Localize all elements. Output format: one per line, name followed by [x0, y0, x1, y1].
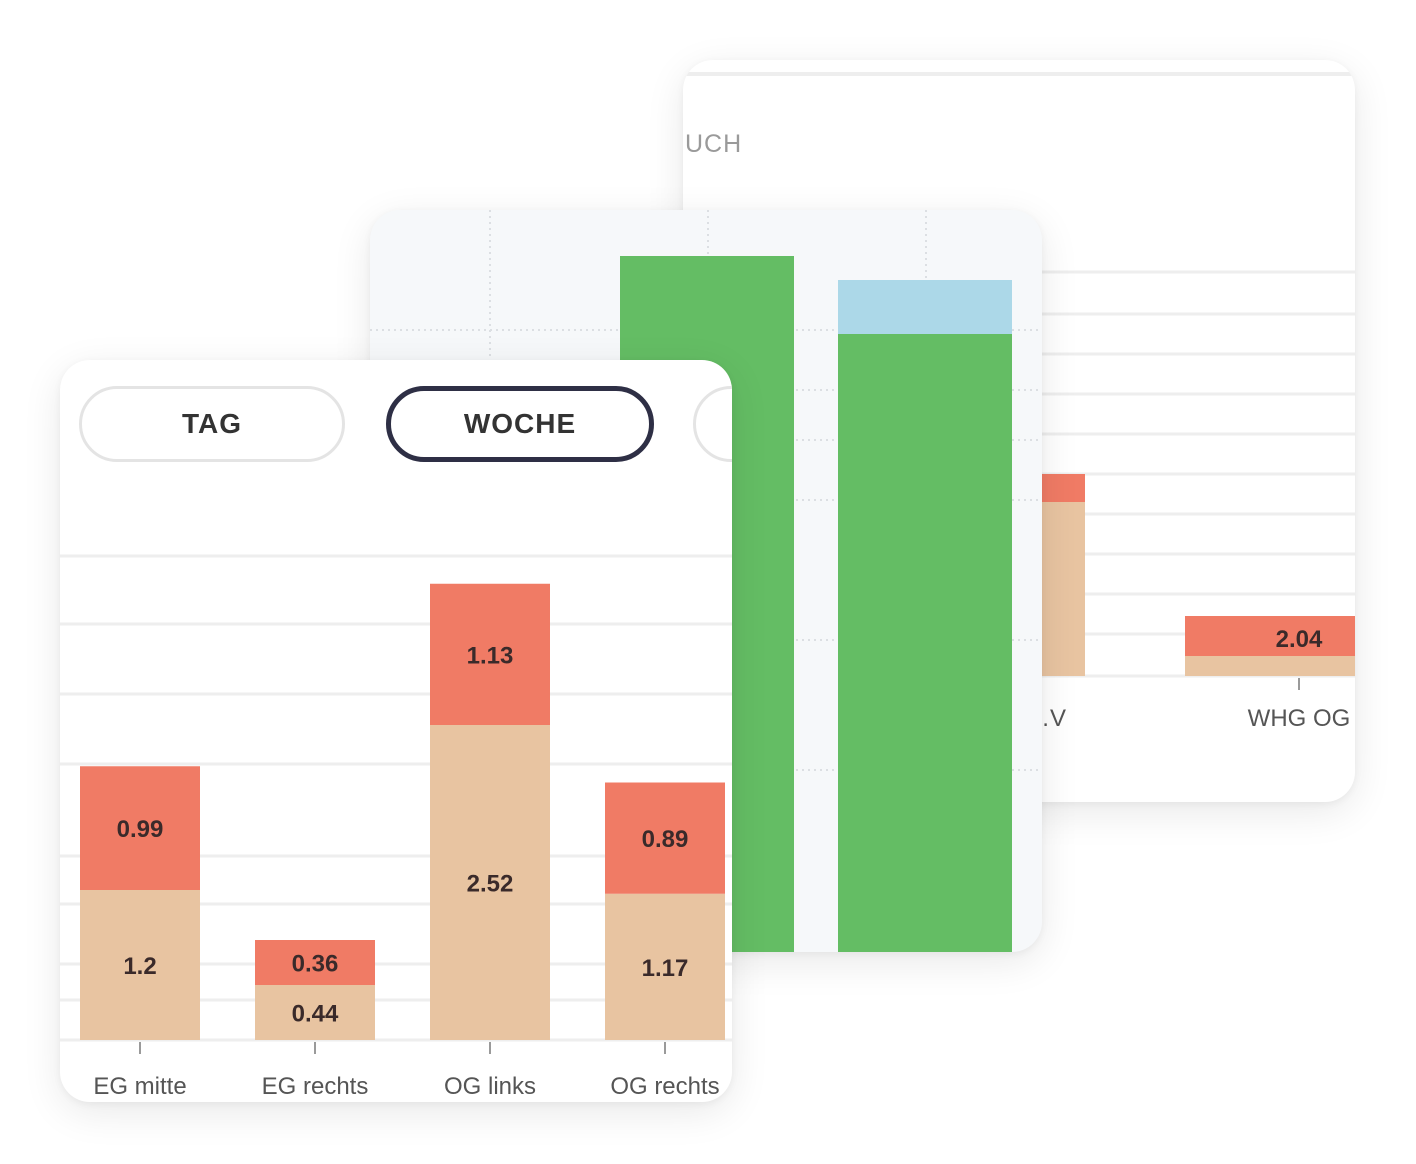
bar-value-label: 0.44 — [292, 1001, 339, 1028]
period-button-woche[interactable]: WOCHE — [386, 386, 654, 462]
bar-value-label: 2.04 — [1276, 626, 1323, 653]
bar-value-label: 0.36 — [292, 951, 339, 978]
bar-value-label: 1.17 — [642, 955, 689, 982]
x-tick-label: EG mitte — [93, 1073, 186, 1100]
bar-value-label: 1.13 — [467, 642, 514, 669]
front-stacked-bar-chart: 1.2 0.99 EG mitte 0.44 0.36 EG rechts 2.52 1.13… — [60, 554, 732, 1100]
bar-segment-top — [605, 782, 725, 894]
x-tick-label: EG rechts — [262, 1073, 369, 1100]
x-tick-label: OG links — [444, 1073, 536, 1100]
chart-title-fragment: UCH — [685, 130, 743, 158]
bar-value-label: 2.52 — [467, 871, 514, 898]
bar-segment-top — [80, 766, 200, 890]
front-chart-card: TAG WOCHE 1.2 0.99 EG mitte 0.44 0.36 EG rech… — [60, 360, 732, 1102]
bar-value-label: 1.2 — [123, 953, 156, 980]
bar-segment-base — [80, 890, 200, 1040]
x-tick-label: OG rechts — [610, 1073, 719, 1100]
bar-segment-base — [430, 725, 550, 1040]
bar-segment-base — [255, 985, 375, 1040]
bar-segment-top — [430, 583, 550, 725]
bar-segment-green — [838, 334, 1012, 952]
bar-value-label: 0.89 — [642, 826, 689, 853]
x-tick-label: WHG OG — [1248, 705, 1351, 732]
bar-segment-top — [255, 940, 375, 985]
period-button-tag[interactable]: TAG — [79, 386, 345, 462]
bar-segment-top — [1185, 616, 1355, 656]
bar-value-label: 0.99 — [117, 816, 164, 843]
bar-segment-base — [605, 893, 725, 1040]
bar-segment-base — [1185, 656, 1355, 676]
bar-segment-blue — [838, 280, 1012, 334]
